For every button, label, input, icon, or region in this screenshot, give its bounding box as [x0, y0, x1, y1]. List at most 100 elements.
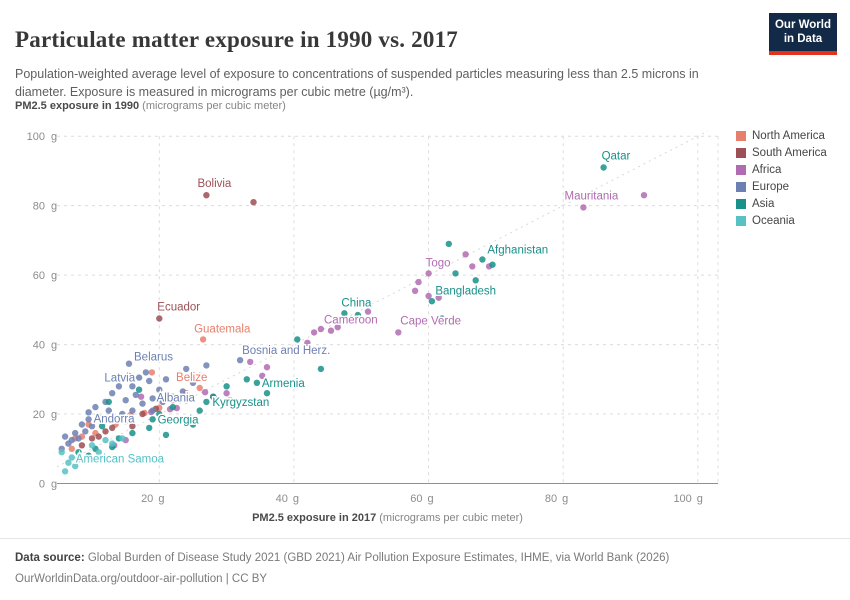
data-point-europe[interactable]: [196, 372, 203, 379]
data-point-asia[interactable]: [294, 336, 301, 343]
data-point-south-america[interactable]: [139, 410, 146, 418]
legend-item-asia[interactable]: Asia: [736, 198, 827, 210]
data-point-europe[interactable]: [105, 407, 113, 414]
legend-item-north-america[interactable]: North America: [736, 130, 827, 142]
data-point-europe[interactable]: [85, 416, 92, 423]
data-point-oceania[interactable]: [82, 457, 89, 465]
data-point-africa[interactable]: [580, 204, 587, 211]
country-label[interactable]: American Samoa: [74, 452, 166, 467]
data-point-asia[interactable]: [428, 298, 436, 305]
data-point-oceania[interactable]: [58, 449, 65, 456]
data-point-europe[interactable]: [115, 383, 123, 390]
country-label[interactable]: Belize: [175, 371, 209, 386]
data-point-asia[interactable]: [479, 256, 486, 263]
data-point-asia[interactable]: [85, 452, 92, 459]
data-point-europe[interactable]: [189, 379, 197, 386]
data-point-asia[interactable]: [149, 416, 156, 423]
data-point-africa[interactable]: [435, 294, 442, 301]
data-point-africa[interactable]: [259, 372, 266, 379]
data-point-europe[interactable]: [92, 403, 99, 411]
data-point-europe[interactable]: [146, 377, 153, 385]
data-point-europe[interactable]: [149, 407, 156, 414]
data-point-europe[interactable]: [85, 409, 92, 416]
data-point-asia[interactable]: [162, 431, 170, 439]
data-point-europe[interactable]: [129, 407, 136, 414]
legend-item-africa[interactable]: Africa: [736, 164, 827, 176]
data-point-south-america[interactable]: [129, 423, 136, 430]
data-point-asia[interactable]: [105, 398, 113, 406]
data-point-europe[interactable]: [162, 376, 170, 383]
data-point-asia[interactable]: [135, 386, 143, 393]
data-point-europe[interactable]: [119, 410, 126, 418]
data-point-europe[interactable]: [176, 370, 183, 378]
data-point-europe[interactable]: [135, 374, 143, 381]
data-point-south-america[interactable]: [250, 199, 257, 206]
data-point-europe[interactable]: [72, 429, 79, 437]
data-point-africa[interactable]: [201, 389, 209, 396]
data-point-africa[interactable]: [415, 278, 422, 286]
country-label[interactable]: Guatemala: [193, 322, 253, 337]
data-point-asia[interactable]: [156, 410, 163, 418]
data-point-europe[interactable]: [95, 414, 102, 421]
data-point-south-america[interactable]: [203, 192, 210, 199]
data-point-europe[interactable]: [132, 391, 139, 399]
data-point-europe[interactable]: [78, 421, 86, 428]
data-point-europe[interactable]: [179, 388, 187, 395]
data-point-asia[interactable]: [445, 240, 452, 248]
data-point-asia[interactable]: [189, 421, 197, 428]
data-point-africa[interactable]: [395, 329, 402, 336]
country-label[interactable]: Latvia: [103, 371, 137, 386]
data-point-north-america[interactable]: [196, 384, 203, 392]
legend-item-south-america[interactable]: South America: [736, 147, 827, 159]
data-point-south-america[interactable]: [95, 433, 102, 440]
data-point-asia[interactable]: [129, 429, 136, 437]
country-label[interactable]: Belarus: [133, 350, 175, 365]
data-point-asia[interactable]: [317, 365, 325, 373]
country-label[interactable]: Armenia: [260, 376, 306, 391]
data-point-asia[interactable]: [354, 311, 362, 319]
data-point-oceania[interactable]: [61, 468, 69, 475]
data-point-south-america[interactable]: [102, 428, 109, 435]
data-point-oceania[interactable]: [119, 435, 126, 442]
data-point-asia[interactable]: [146, 424, 153, 432]
data-point-europe[interactable]: [61, 433, 69, 440]
data-point-asia[interactable]: [196, 407, 203, 414]
data-point-europe[interactable]: [236, 357, 244, 364]
country-label[interactable]: Bosnia and Herz.: [241, 344, 332, 359]
country-label[interactable]: Ecuador: [156, 300, 202, 315]
data-point-africa[interactable]: [137, 393, 145, 400]
data-point-asia[interactable]: [243, 376, 250, 383]
data-point-africa[interactable]: [425, 270, 432, 277]
data-point-asia[interactable]: [489, 261, 496, 268]
data-point-asia[interactable]: [169, 403, 176, 411]
country-label[interactable]: Andorra: [92, 412, 137, 427]
country-label[interactable]: China: [340, 296, 374, 311]
data-point-europe[interactable]: [109, 390, 116, 397]
data-point-africa[interactable]: [364, 308, 372, 315]
country-label[interactable]: Bangladesh: [434, 284, 498, 299]
country-label[interactable]: Albania: [155, 391, 197, 406]
data-point-asia[interactable]: [253, 379, 261, 386]
data-point-oceania[interactable]: [65, 459, 72, 466]
data-point-asia[interactable]: [203, 398, 210, 406]
country-label[interactable]: Cape Verde: [399, 314, 463, 329]
data-point-europe[interactable]: [139, 400, 146, 407]
data-point-north-america[interactable]: [68, 445, 76, 452]
data-point-north-america[interactable]: [102, 417, 109, 425]
data-point-europe[interactable]: [122, 397, 129, 404]
data-point-africa[interactable]: [317, 325, 325, 333]
legend-item-oceania[interactable]: Oceania: [736, 215, 827, 227]
data-point-africa[interactable]: [327, 327, 335, 334]
data-point-oceania[interactable]: [102, 436, 109, 444]
country-label[interactable]: Kyrgyzstan: [211, 395, 271, 410]
data-point-south-america[interactable]: [78, 442, 86, 449]
data-point-asia[interactable]: [438, 315, 446, 322]
data-point-europe[interactable]: [169, 393, 176, 400]
license-line[interactable]: OurWorldinData.org/outdoor-air-pollution…: [15, 573, 268, 586]
data-point-oceania[interactable]: [95, 449, 102, 456]
country-label[interactable]: Afghanistan: [486, 243, 550, 258]
country-label[interactable]: Qatar: [600, 149, 632, 164]
data-point-africa[interactable]: [469, 263, 476, 270]
data-point-europe[interactable]: [75, 435, 82, 442]
data-point-europe[interactable]: [109, 417, 116, 425]
